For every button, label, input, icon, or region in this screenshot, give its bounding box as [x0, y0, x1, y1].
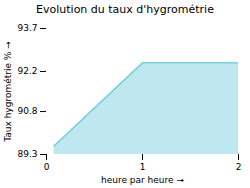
svg-text:Taux hygrométrie % →: Taux hygrométrie % →	[3, 41, 13, 143]
svg-text:89.3: 89.3	[17, 149, 37, 159]
svg-text:0: 0	[44, 162, 50, 172]
svg-text:93.7: 93.7	[17, 23, 37, 33]
html-text:Evolution du taux d'hygrométri: Evolution du taux d'hygrométrie	[36, 3, 214, 16]
svg-text:heure par heure →: heure par heure →	[101, 175, 184, 185]
svg-text:92.2: 92.2	[17, 66, 37, 76]
svg-text:2: 2	[236, 162, 242, 172]
svg-text:1: 1	[140, 162, 146, 172]
svg-text:90.8: 90.8	[17, 106, 37, 116]
